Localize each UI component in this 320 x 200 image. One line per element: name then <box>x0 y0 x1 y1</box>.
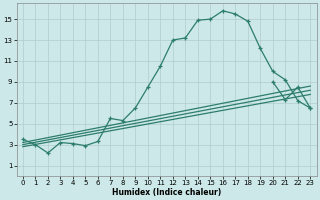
X-axis label: Humidex (Indice chaleur): Humidex (Indice chaleur) <box>112 188 221 197</box>
